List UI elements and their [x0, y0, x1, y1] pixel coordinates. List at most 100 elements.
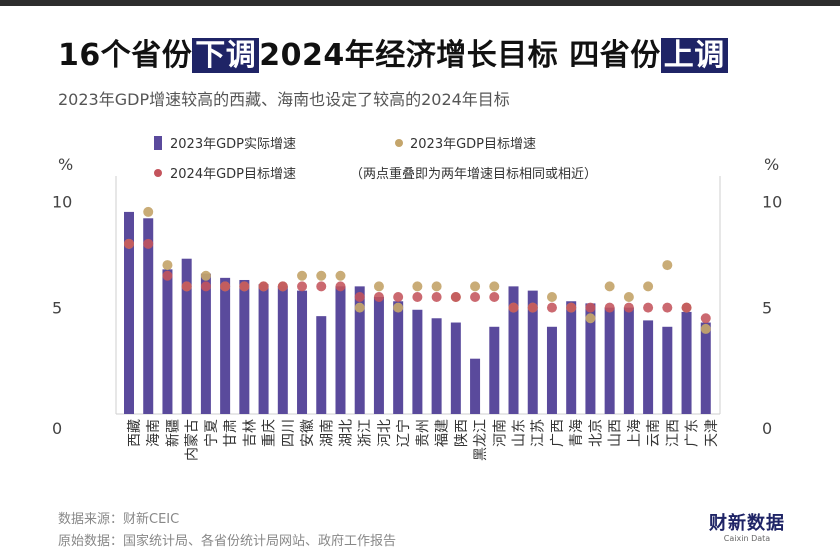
bar-湖北 — [335, 286, 346, 414]
legend-label-target-2024: 2024年GDP目标增速 — [170, 167, 296, 182]
bar-贵州 — [412, 309, 423, 414]
category-label-贵州: 贵州 — [415, 419, 431, 447]
dot-2024-福建 — [431, 292, 442, 302]
dot-2024-湖北 — [335, 281, 346, 292]
dot-2023-天津 — [700, 323, 711, 334]
dot-2024-辽宁 — [393, 292, 404, 302]
bar-新疆 — [162, 269, 173, 414]
dot-2023-宁夏 — [200, 270, 211, 281]
category-label-上海: 上海 — [627, 419, 643, 447]
dot-2024-北京 — [585, 302, 596, 313]
dot-2024-天津 — [700, 313, 711, 324]
category-label-辽宁: 辽宁 — [395, 419, 412, 447]
dot-2023-浙江 — [354, 302, 365, 313]
dot-2023-北京 — [585, 313, 596, 324]
bar-山东 — [508, 286, 519, 414]
bar-宁夏 — [200, 273, 211, 414]
bar-上海 — [623, 307, 634, 414]
bar-湖南 — [316, 316, 327, 414]
bar-浙江 — [354, 286, 365, 414]
category-label-四川: 四川 — [281, 419, 297, 447]
category-label-河南: 河南 — [492, 419, 508, 447]
dot-2023-云南 — [643, 281, 654, 292]
bar-山西 — [604, 307, 615, 414]
category-label-浙江: 浙江 — [358, 419, 374, 447]
bar-云南 — [643, 320, 654, 414]
category-label-江苏: 江苏 — [531, 419, 547, 447]
dot-2024-甘肃 — [220, 281, 231, 292]
dot-2024-内蒙古 — [181, 281, 192, 292]
category-label-山东: 山东 — [512, 419, 528, 447]
dot-2023-辽宁 — [393, 302, 404, 313]
dot-2023-新疆 — [162, 260, 173, 271]
bar-江苏 — [527, 290, 538, 414]
dot-2024-河北 — [373, 292, 384, 302]
bar-河北 — [373, 297, 384, 414]
bar-吉林 — [239, 279, 250, 414]
category-label-甘肃: 甘肃 — [223, 419, 239, 447]
y-tick-left: 5 — [52, 299, 62, 318]
dot-2024-陕西 — [450, 292, 461, 302]
category-label-重庆: 重庆 — [262, 419, 278, 447]
category-label-青海: 青海 — [569, 419, 585, 447]
logo-text-en: Caixin Data — [723, 534, 771, 543]
dot-2023-福建 — [431, 281, 442, 292]
title-part-3: 2024年经济增长目标 四省份 — [259, 38, 661, 73]
category-label-新疆: 新疆 — [165, 419, 181, 447]
bar-青海 — [566, 301, 577, 414]
top-rule — [0, 0, 840, 6]
dot-2023-江西 — [662, 260, 673, 271]
dot-2023-安徽 — [297, 270, 308, 281]
dot-2024-宁夏 — [200, 281, 211, 292]
dot-2024-河南 — [489, 292, 500, 302]
page-subtitle: 2023年GDP增速较高的西藏、海南也设定了较高的2024年目标 — [58, 90, 510, 109]
category-label-海南: 海南 — [146, 419, 162, 447]
dot-2024-新疆 — [162, 270, 173, 281]
dot-2023-上海 — [623, 292, 634, 302]
bar-北京 — [585, 303, 596, 414]
bar-天津 — [700, 322, 711, 414]
dot-2024-浙江 — [354, 292, 365, 302]
bar-辽宁 — [393, 301, 404, 414]
category-label-湖北: 湖北 — [338, 419, 354, 447]
dot-2024-西藏 — [124, 238, 134, 249]
legend-swatch-actual — [154, 136, 162, 150]
dot-2023-广西 — [546, 292, 557, 302]
category-label-广西: 广西 — [550, 419, 566, 447]
bar-广东 — [681, 311, 692, 414]
bar-安徽 — [297, 290, 308, 414]
dot-2024-青海 — [566, 302, 577, 313]
dot-2024-湖南 — [316, 281, 327, 292]
dot-2024-云南 — [643, 302, 654, 313]
dot-2024-江西 — [662, 302, 673, 313]
dot-2024-山西 — [604, 302, 615, 313]
dot-2024-上海 — [623, 302, 634, 313]
legend-swatch-target-2024 — [154, 169, 162, 177]
y-unit-right: % — [764, 155, 779, 174]
bar-四川 — [277, 286, 288, 414]
dot-2024-海南 — [143, 238, 154, 249]
page-title: 16个省份 下调 2024年经济增长目标 四省份 上调 — [58, 30, 728, 74]
category-label-西藏: 西藏 — [127, 419, 143, 447]
category-label-福建: 福建 — [435, 419, 451, 447]
bar-广西 — [546, 326, 557, 414]
legend-note: （两点重叠即为两年增速目标相同或相近） — [350, 166, 597, 182]
y-tick-left: 0 — [52, 419, 62, 438]
title-highlight-up: 上调 — [660, 38, 728, 73]
category-label-广东: 广东 — [685, 419, 701, 447]
legend-swatch-target-2023 — [395, 139, 403, 147]
legend-label-target-2023: 2023年GDP目标增速 — [410, 137, 536, 152]
bar-西藏 — [124, 211, 134, 414]
category-label-陕西: 陕西 — [454, 419, 470, 447]
category-label-天津: 天津 — [704, 419, 720, 447]
category-label-吉林: 吉林 — [242, 419, 258, 447]
category-label-黑龙江: 黑龙江 — [473, 419, 489, 461]
category-label-山西: 山西 — [608, 419, 624, 447]
title-part-1: 16个省份 — [58, 38, 193, 73]
y-tick-left: 10 — [52, 192, 72, 211]
bar-福建 — [431, 318, 442, 414]
dot-2023-湖北 — [335, 270, 346, 281]
bar-江西 — [662, 326, 673, 414]
category-label-江西: 江西 — [665, 419, 681, 447]
category-label-内蒙古: 内蒙古 — [185, 419, 201, 461]
